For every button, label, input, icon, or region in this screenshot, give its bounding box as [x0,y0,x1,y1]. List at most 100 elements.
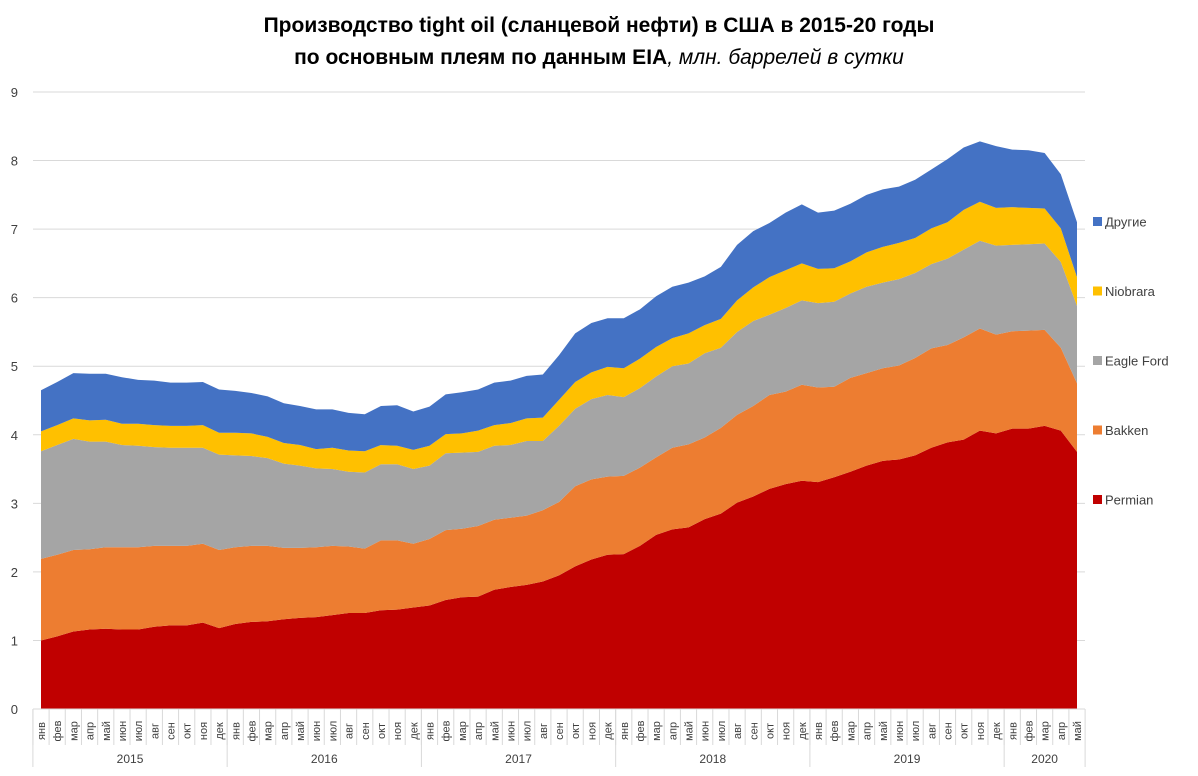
x-month-label: мар [1040,721,1052,741]
area-permian [41,425,1077,709]
x-month-label: фев [635,720,647,741]
area-другие [41,141,1077,452]
y-tick-label: 9 [11,85,18,100]
x-month-label: окт [959,723,971,739]
x-axis: янв фев мар апр май июн июл авг сен окт ноя дек2015… [32,708,1086,767]
x-month-label: авг [732,723,744,739]
chart-subtitle-bold: по основным плеям по данным EIA [294,46,668,69]
x-month-label: мар [845,721,857,741]
x-month-label: фев [1023,720,1035,741]
x-month-label: ноя [975,722,987,740]
x-month-label: июн [311,721,323,741]
legend-label: Bakken [1105,423,1148,438]
legend-label: Niobrara [1105,284,1156,299]
x-month-label: окт [764,723,776,739]
x-month-label: апр [85,722,97,740]
x-month-label: сен [166,722,178,740]
x-year-label: 2020 [1031,752,1058,766]
series-areas [41,141,1077,709]
x-month-label: сен [360,722,372,740]
x-month-label: ноя [586,722,598,740]
x-month-label: июл [327,721,339,742]
x-month-label: авг [149,723,161,739]
area-niobrara [41,201,1077,473]
area-bakken [41,328,1077,641]
legend-label: Permian [1105,493,1153,508]
chart-subtitle: по основным плеям по данным EIA, млн. ба… [0,46,1198,70]
x-year-label: 2017 [505,752,532,766]
x-month-label: июл [133,721,145,742]
x-month-label: апр [667,722,679,740]
legend-swatch [1093,356,1102,365]
x-month-label: май [684,721,696,741]
x-month-label: июл [716,721,728,742]
x-month-label: июн [894,721,906,741]
x-month-label: сен [748,722,760,740]
x-month-label: янв [425,722,437,740]
legend-swatch [1093,286,1102,296]
x-month-label: май [1072,721,1084,741]
x-month-label: фев [52,720,64,741]
legend-item: Другие [1093,215,1147,230]
x-month-label: май [878,721,890,741]
x-month-label: фев [246,720,258,741]
y-tick-label: 6 [11,291,18,306]
x-year-label: 2018 [699,752,726,766]
x-month-label: июн [700,721,712,741]
x-month-label: сен [554,722,566,740]
x-month-label: фев [829,720,841,741]
legend-item: Niobrara [1093,284,1156,299]
legend-swatch [1093,425,1102,435]
x-month-label: мар [68,721,80,741]
x-month-label: мар [263,721,275,741]
x-month-label: апр [862,722,874,740]
legend-item: Eagle Ford [1093,354,1169,369]
x-month-label: апр [279,722,291,740]
y-tick-label: 5 [11,359,18,374]
x-month-label: апр [473,722,485,740]
x-month-label: ноя [781,722,793,740]
legend-swatch [1093,217,1102,226]
x-month-label: май [101,721,113,741]
x-month-label: янв [1007,722,1019,740]
y-tick-label: 4 [11,428,18,443]
area-eagle-ford [41,240,1077,559]
legend: Другие Niobrara Eagle Ford Bakken Permian [1093,215,1169,508]
y-tick-label: 0 [11,702,18,717]
x-month-label: окт [570,723,582,739]
x-month-label: июл [910,721,922,742]
x-month-label: ноя [198,722,210,740]
x-month-label: сен [943,722,955,740]
x-month-label: фев [441,720,453,741]
x-year-label: 2019 [894,752,921,766]
x-month-label: дек [603,722,615,740]
x-month-label: апр [1056,722,1068,740]
x-month-label: дек [797,722,809,740]
x-month-label: май [489,721,501,741]
x-month-label: ноя [392,722,404,740]
y-tick-label: 2 [11,565,18,580]
x-month-label: авг [344,723,356,739]
legend-label: Другие [1105,215,1147,230]
x-month-label: окт [376,723,388,739]
x-month-label: июн [117,721,129,741]
chart-subtitle-units: , млн. баррелей в сутки [667,46,904,69]
x-year-label: 2015 [117,752,144,766]
legend-item: Bakken [1093,423,1148,438]
x-month-label: дек [991,722,1003,740]
chart-title: Производство tight oil (сланцевой нефти)… [263,14,935,37]
x-month-label: мар [457,721,469,741]
x-month-label: мар [651,721,663,741]
x-month-label: янв [813,722,825,740]
x-month-label: дек [408,722,420,740]
x-month-label: авг [538,723,550,739]
x-month-label: окт [182,723,194,739]
x-month-label: июл [522,721,534,742]
y-axis: 0 1 2 3 4 5 6 7 8 9 [11,85,18,717]
y-tick-label: 1 [11,633,18,648]
y-tick-label: 7 [11,222,18,237]
y-tick-label: 8 [11,154,18,169]
x-month-label: июн [505,721,517,741]
legend-item: Permian [1093,493,1153,508]
